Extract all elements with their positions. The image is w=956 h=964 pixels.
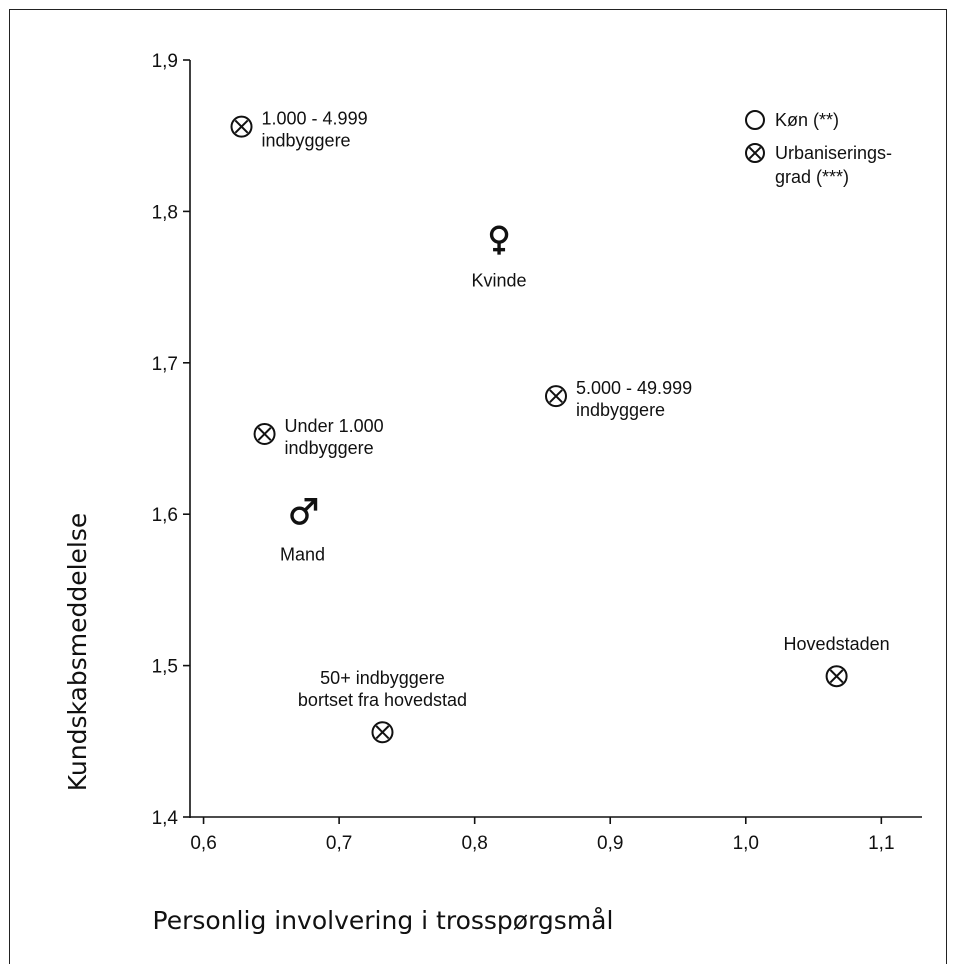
x-tick-label: 1,1 bbox=[868, 833, 894, 854]
chart-frame bbox=[9, 9, 947, 964]
y-tick-label: 1,9 bbox=[152, 51, 178, 72]
data-label: Kvinde bbox=[472, 271, 527, 291]
y-tick-label: 1,6 bbox=[152, 505, 178, 526]
data-point-urbanization bbox=[371, 721, 394, 744]
data-point-urbanization bbox=[230, 115, 253, 138]
data-label: Under 1.000 bbox=[285, 416, 384, 436]
y-tick-label: 1,5 bbox=[152, 657, 178, 678]
y-tick-label: 1,4 bbox=[152, 808, 179, 829]
female-symbol-icon bbox=[489, 225, 509, 255]
legend-marker-circle bbox=[745, 110, 765, 130]
data-label: 50+ indbyggere bbox=[320, 668, 445, 688]
data-label: indbyggere bbox=[576, 400, 665, 420]
data-label: indbyggere bbox=[285, 438, 374, 458]
x-axis-title: Personlig involvering i trosspørgsmål bbox=[153, 906, 614, 935]
data-label: 1.000 - 4.999 bbox=[262, 109, 368, 129]
legend: Køn (**) Urbaniserings-grad (***) bbox=[745, 110, 892, 187]
x-tick-label: 0,7 bbox=[326, 833, 352, 854]
data-label: 5.000 - 49.999 bbox=[576, 378, 692, 398]
legend-label: Køn (**) bbox=[775, 110, 839, 130]
data-point-urbanization bbox=[545, 385, 567, 408]
legend-marker-circle-cross bbox=[745, 143, 765, 163]
legend-label: Urbaniserings- bbox=[775, 143, 892, 163]
x-tick-label: 1,0 bbox=[733, 833, 759, 854]
axes: 1,4 1,5 1,6 1,7 1,8 1,9 0,6 0,7 0,8 0,9 1,0 1,1 bbox=[152, 51, 922, 854]
data-point-urbanization bbox=[825, 665, 848, 688]
data-label: Mand bbox=[280, 545, 325, 565]
male-symbol-icon bbox=[290, 497, 318, 525]
legend-label: grad (***) bbox=[775, 167, 849, 187]
data-label: bortset fra hovedstad bbox=[298, 690, 467, 710]
y-axis-title: Kundskabsmeddelelse bbox=[63, 513, 92, 792]
y-tick-label: 1,7 bbox=[152, 354, 178, 375]
data-point-urbanization bbox=[253, 422, 276, 445]
x-tick-label: 0,8 bbox=[461, 833, 487, 854]
data-label: Hovedstaden bbox=[784, 634, 890, 654]
data-label: indbyggere bbox=[262, 131, 351, 151]
y-tick-label: 1,8 bbox=[152, 202, 178, 223]
x-tick-label: 0,6 bbox=[190, 833, 216, 854]
x-tick-label: 0,9 bbox=[597, 833, 623, 854]
